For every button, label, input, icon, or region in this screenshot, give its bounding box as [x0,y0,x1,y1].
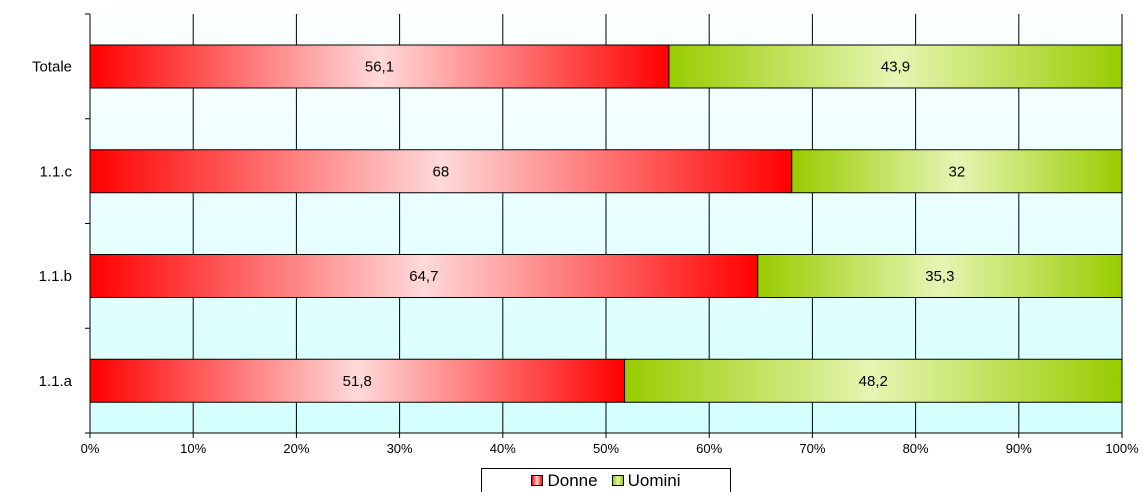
bar-donne [89,358,626,403]
bars [89,44,1123,403]
data-label-donne: 68 [433,163,450,180]
legend-item-uomini: Uomini [611,470,681,491]
legend-label-uomini: Uomini [627,470,681,490]
bar-donne [89,149,793,194]
bar-donne [89,254,759,298]
legend-item-donne: Donne [531,470,598,491]
bar-donne [89,44,670,89]
legend-swatch-donne [531,475,544,486]
x-tick-label: 90% [1006,441,1032,456]
x-tick-label: 0% [81,441,100,456]
x-tick-label: 40% [490,441,516,456]
data-label-donne: 56,1 [365,59,394,76]
x-tick-label: 30% [387,441,413,456]
x-tick-label: 80% [903,441,929,456]
legend-label-donne: Donne [547,470,598,490]
data-label-donne: 51,8 [343,373,372,390]
y-category-label: Totale [32,59,72,76]
bar-uomini [624,358,1123,403]
x-tick-label: 70% [799,441,825,456]
bar-uomini [668,44,1123,89]
data-label-uomini: 35,3 [925,268,954,285]
data-labels: 56,1 43,9 68 32 64,7 35,3 51,8 48,2 [343,59,966,390]
x-tick-label: 60% [696,441,722,456]
bar-uomini [791,149,1123,194]
data-label-donne: 64,7 [409,268,438,285]
legend-swatch-uomini [611,475,624,486]
tick-labels: 0% 10% 20% 30% 40% 50% 60% 70% 80% 90% 100% Totale 1… [32,59,1139,457]
data-label-uomini: 48,2 [859,373,888,390]
x-tick-label: 10% [180,441,206,456]
data-label-uomini: 43,9 [881,59,910,76]
x-tick-label: 50% [593,441,619,456]
x-tick-label: 20% [283,441,309,456]
data-label-uomini: 32 [949,163,966,180]
y-category-label: 1.1.a [39,373,73,390]
legend: Donne Uomini [481,468,731,492]
y-category-label: 1.1.b [39,268,72,285]
y-category-label: 1.1.c [39,163,72,180]
x-tick-label: 100% [1105,441,1139,456]
bar-uomini [757,254,1123,298]
